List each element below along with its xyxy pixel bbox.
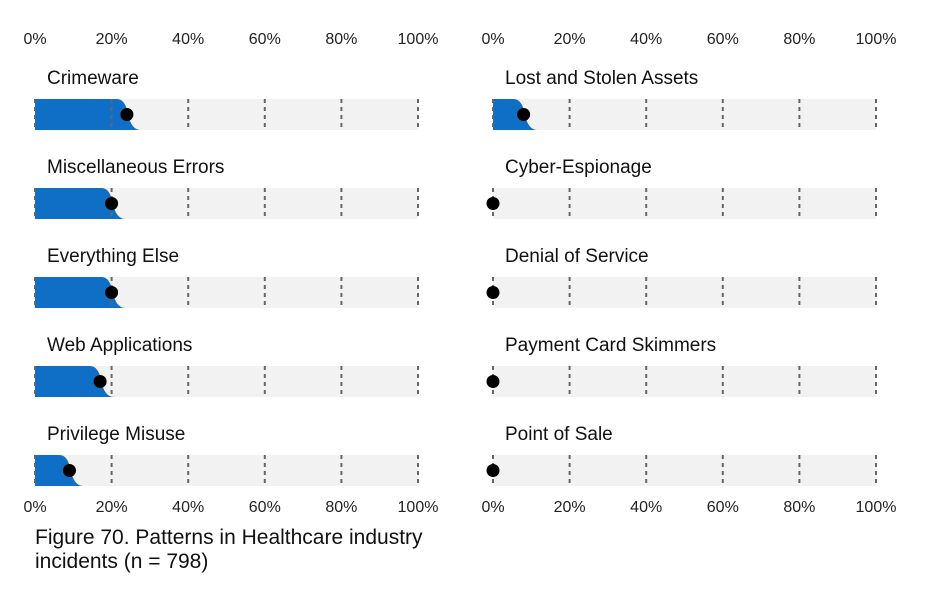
bottom-tick-label: 100%	[398, 499, 439, 516]
category-label: Denial of Service	[505, 246, 649, 267]
value-point	[62, 464, 76, 477]
bottom-tick-label: 40%	[172, 499, 204, 516]
top-tick-label: 100%	[856, 31, 897, 48]
chart-panel-2: 0% 0% 20% 20% 40% 40% 60% 60% 80% 80% 100% 100% Lost…	[481, 31, 896, 516]
category-label: Payment Card Skimmers	[505, 335, 716, 356]
category-label: Miscellaneous Errors	[47, 157, 224, 178]
top-tick-label: 0%	[481, 31, 504, 48]
top-tick-label: 60%	[707, 31, 739, 48]
value-point	[105, 286, 119, 299]
bar-fill	[35, 366, 115, 397]
category-label: Cyber-Espionage	[505, 157, 652, 178]
value-point	[105, 197, 119, 210]
top-tick-label: 40%	[630, 31, 662, 48]
top-tick-label: 100%	[398, 31, 439, 48]
bottom-tick-label: 20%	[96, 499, 128, 516]
bar-fill	[35, 188, 126, 219]
top-tick-label: 80%	[325, 31, 357, 48]
bottom-tick-label: 60%	[707, 499, 739, 516]
top-tick-label: 60%	[249, 31, 281, 48]
bar-fill	[35, 455, 84, 486]
bottom-tick-label: 0%	[481, 499, 504, 516]
top-tick-label: 80%	[783, 31, 815, 48]
category-label: Point of Sale	[505, 424, 613, 445]
chart-panel-1: 0% 0% 20% 20% 40% 40% 60% 60% 80% 80% 100% 100% Crim…	[23, 31, 438, 516]
value-point	[486, 375, 500, 388]
bar-track	[493, 366, 876, 397]
value-point	[93, 375, 107, 388]
bar-track	[493, 277, 876, 308]
bottom-tick-label: 80%	[783, 499, 815, 516]
bar-track	[35, 455, 418, 486]
value-point	[486, 197, 500, 210]
top-tick-label: 20%	[554, 31, 586, 48]
bottom-tick-label: 100%	[856, 499, 897, 516]
bottom-tick-label: 80%	[325, 499, 357, 516]
bar-fill	[493, 99, 538, 130]
bar-track	[493, 455, 876, 486]
bottom-tick-label: 60%	[249, 499, 281, 516]
category-label: Crimeware	[47, 68, 139, 89]
bar-track	[493, 99, 876, 130]
top-tick-label: 20%	[96, 31, 128, 48]
category-label: Everything Else	[47, 246, 179, 267]
bottom-tick-label: 0%	[23, 499, 46, 516]
value-point	[486, 464, 500, 477]
figure-caption: Figure 70. Patterns in Healthcare indust…	[35, 526, 423, 573]
category-label: Lost and Stolen Assets	[505, 68, 698, 89]
value-point	[120, 108, 134, 121]
bar-fill	[35, 277, 126, 308]
bar-fill	[35, 99, 141, 130]
bar-track	[493, 188, 876, 219]
category-label: Web Applications	[47, 335, 192, 356]
value-point	[486, 286, 500, 299]
top-tick-label: 0%	[23, 31, 46, 48]
top-tick-label: 40%	[172, 31, 204, 48]
bottom-tick-label: 20%	[554, 499, 586, 516]
bottom-tick-label: 40%	[630, 499, 662, 516]
value-point	[517, 108, 531, 121]
category-label: Privilege Misuse	[47, 424, 185, 445]
